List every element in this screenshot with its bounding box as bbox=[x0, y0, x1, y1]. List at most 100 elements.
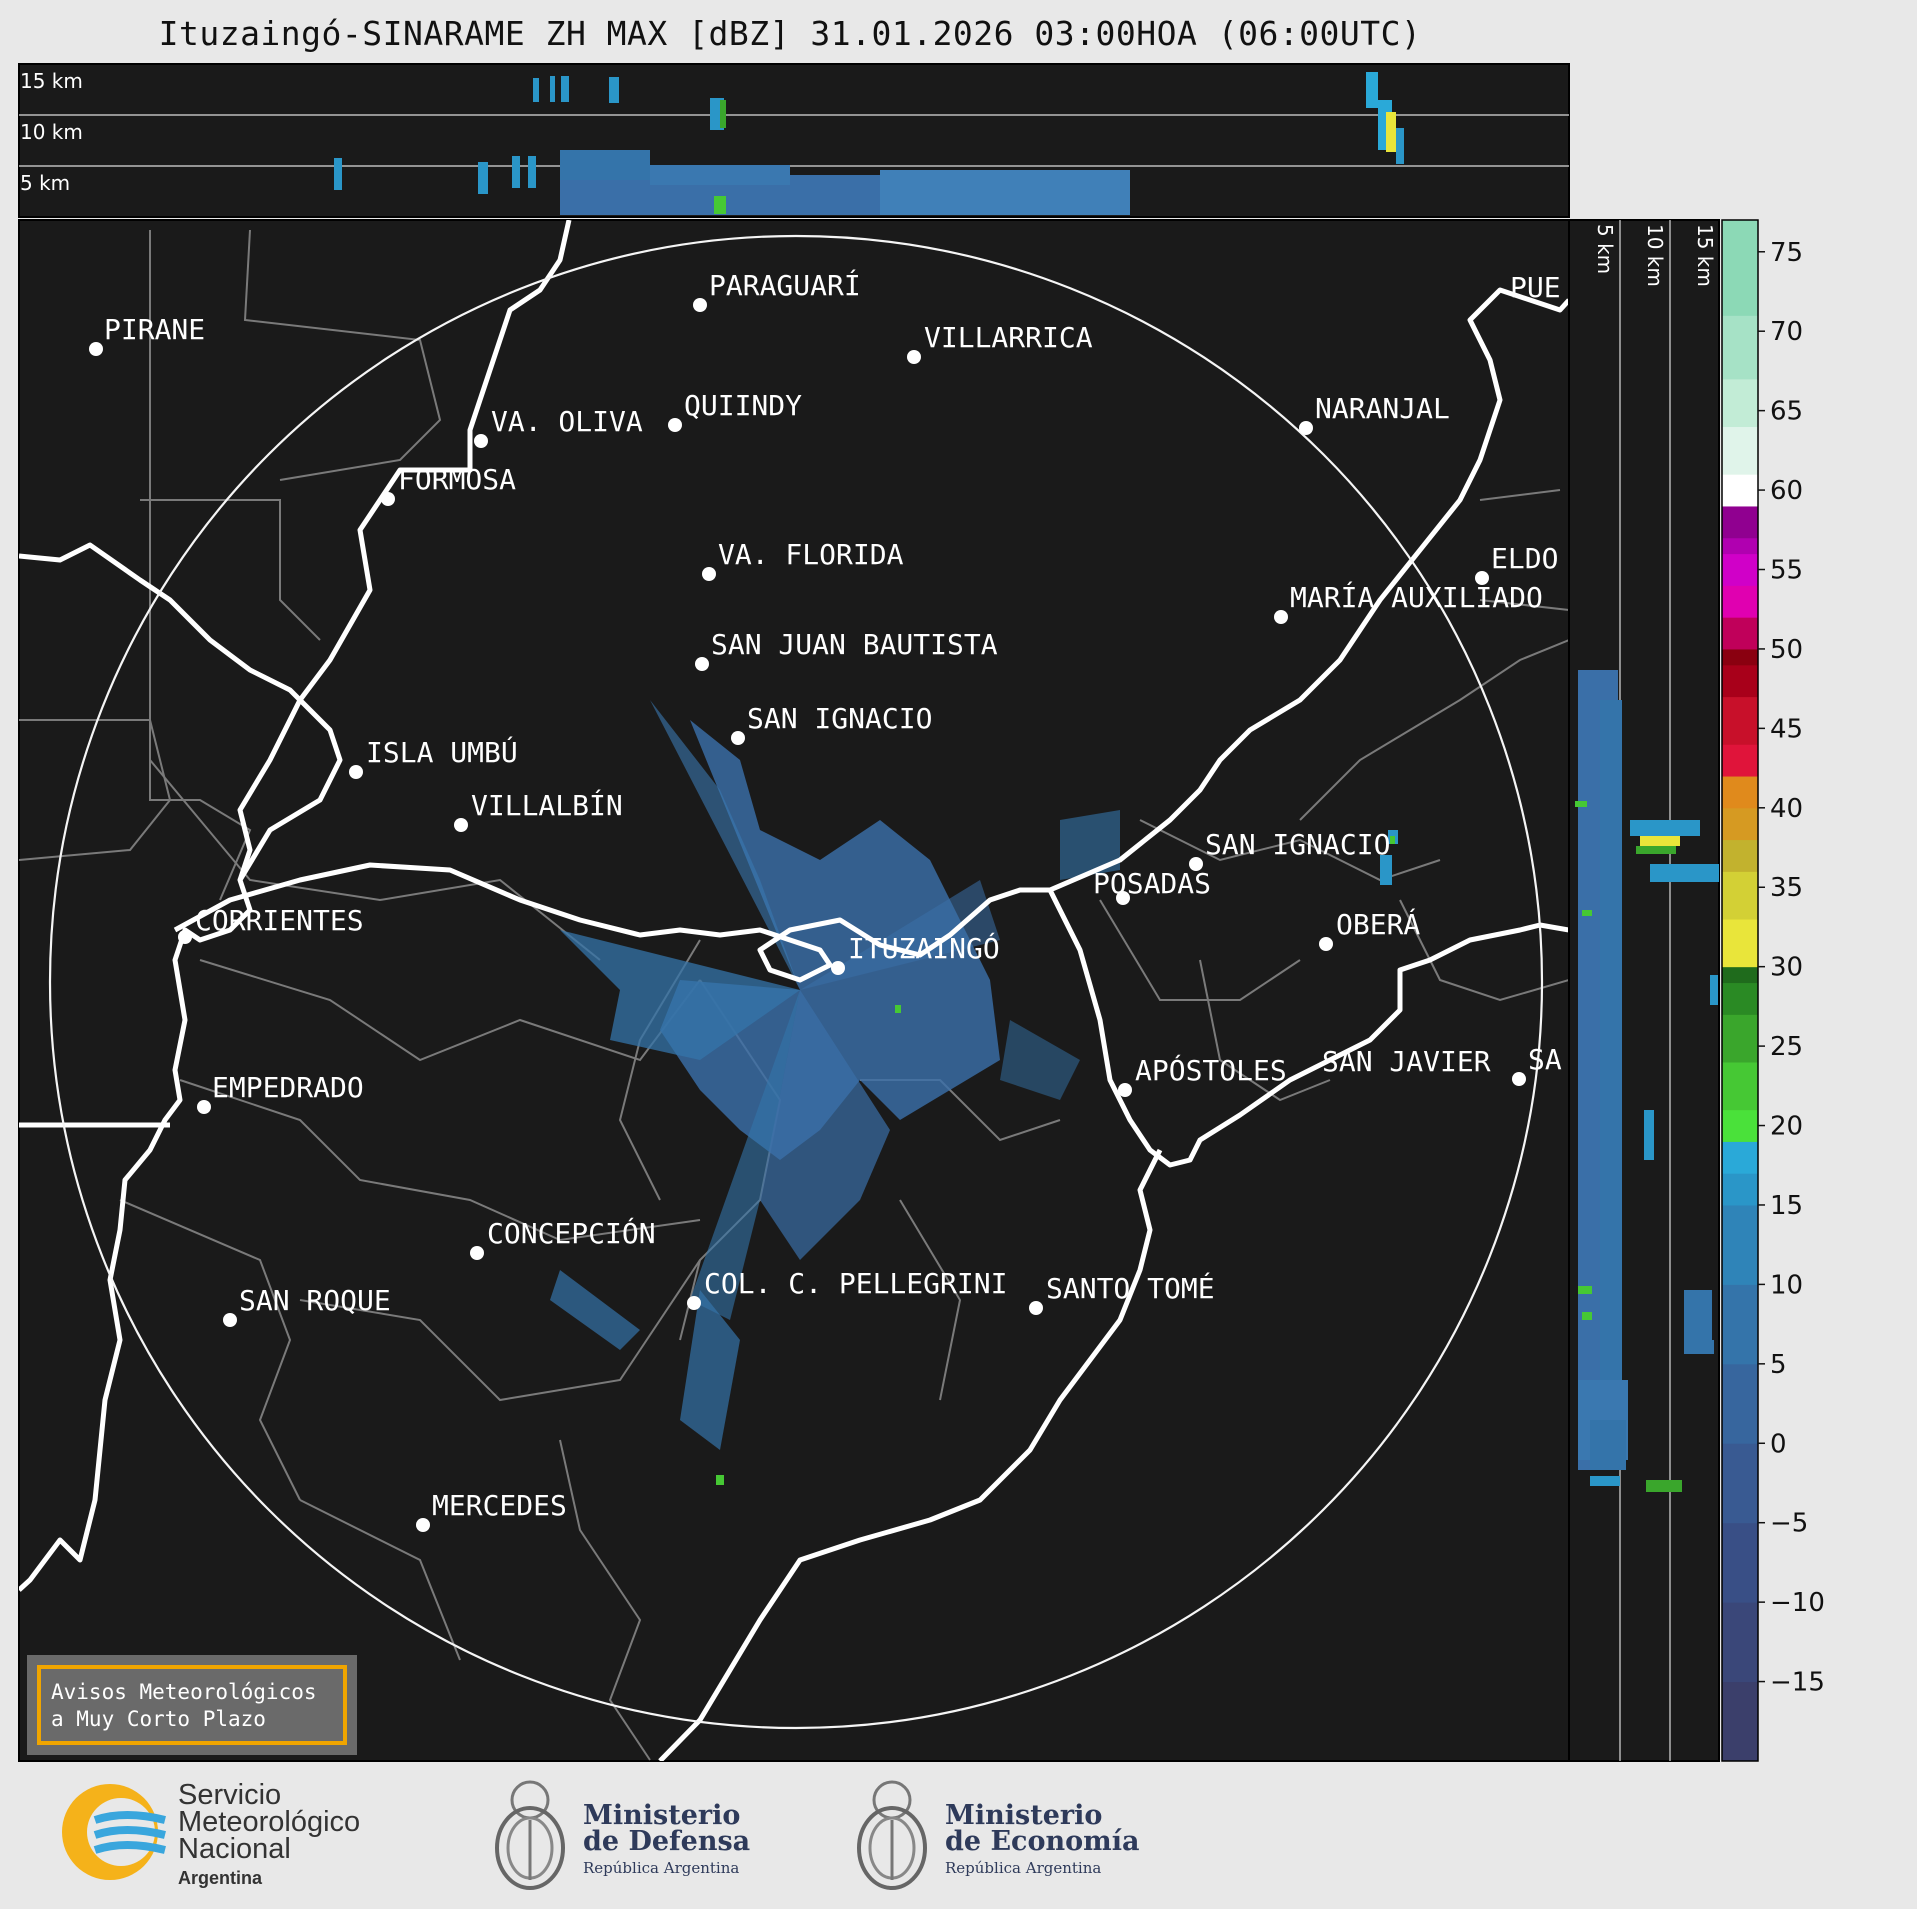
city-puerto-cut: PUE bbox=[1510, 271, 1561, 304]
top-label-10km: 10 km bbox=[20, 120, 83, 144]
top-echoes bbox=[334, 72, 1404, 215]
svg-text:SA: SA bbox=[1528, 1043, 1562, 1076]
colorbar-tick-label: 25 bbox=[1770, 1032, 1803, 1062]
city-santo-tome: SANTO TOMÉ bbox=[1029, 1271, 1215, 1315]
defensa-seal-icon bbox=[495, 1780, 565, 1890]
city-va-florida: VA. FLORIDA bbox=[702, 538, 904, 581]
map-title: Ituzaingó-SINARAME ZH MAX [dBZ] 31.01.20… bbox=[158, 14, 1422, 53]
colorbar-segment bbox=[1722, 871, 1758, 920]
warning-box[interactable]: Avisos Meteorológicos a Muy Corto Plazo bbox=[27, 1655, 357, 1755]
city-pirane: PIRANE bbox=[89, 313, 205, 356]
city-va-oliva: VA. OLIVA bbox=[474, 405, 643, 448]
radar-echoes bbox=[550, 700, 1398, 1485]
svg-text:PIRANE: PIRANE bbox=[104, 313, 205, 346]
colorbar-tick-label: 70 bbox=[1770, 317, 1803, 347]
svg-text:SAN IGNACIO: SAN IGNACIO bbox=[1205, 828, 1390, 861]
svg-text:ITUZAINGÓ: ITUZAINGÓ bbox=[848, 931, 1000, 965]
colorbar-segment bbox=[1722, 966, 1758, 984]
city-corrientes: CORRIENTES bbox=[178, 904, 364, 944]
svg-text:VILLARRICA: VILLARRICA bbox=[924, 321, 1093, 354]
colorbar-segment bbox=[1722, 919, 1758, 968]
colorbar-tick-label: 75 bbox=[1770, 238, 1803, 268]
colorbar-tick-label: 65 bbox=[1770, 397, 1803, 427]
svg-text:QUIINDY: QUIINDY bbox=[684, 389, 802, 422]
defensa-logo-text: Ministerio de Defensa República Argentin… bbox=[583, 1800, 751, 1877]
svg-text:SAN JAVIER: SAN JAVIER bbox=[1322, 1045, 1491, 1078]
top-height-panel: 15 km 10 km 5 km bbox=[18, 63, 1570, 218]
colorbar-segment bbox=[1722, 982, 1758, 1015]
side-label-15km: 15 km bbox=[1693, 224, 1717, 287]
svg-text:CONCEPCIÓN: CONCEPCIÓN bbox=[487, 1216, 656, 1250]
colorbar-segment bbox=[1722, 744, 1758, 777]
city-concepcion: CONCEPCIÓN bbox=[470, 1216, 656, 1260]
colorbar-segment bbox=[1722, 315, 1758, 380]
top-label-15km: 15 km bbox=[20, 69, 83, 93]
city-maria-auxiliadora: MARÍA AUXILIADO bbox=[1274, 580, 1543, 624]
colorbar-segment bbox=[1722, 220, 1758, 316]
colorbar-segment bbox=[1722, 1284, 1758, 1365]
svg-text:NARANJAL: NARANJAL bbox=[1315, 392, 1450, 425]
svg-text:MERCEDES: MERCEDES bbox=[432, 1489, 567, 1522]
colorbar-segment bbox=[1722, 1173, 1758, 1206]
colorbar-tick-label: 55 bbox=[1770, 556, 1803, 586]
colorbar-tick-label: 15 bbox=[1770, 1191, 1803, 1221]
svg-text:POSADAS: POSADAS bbox=[1093, 867, 1211, 900]
city-villarrica: VILLARRICA bbox=[907, 321, 1093, 364]
main-map-panel: PARAGUARÍ VILLARRICA PIRANE VA. OLIVA QU… bbox=[18, 219, 1570, 1762]
svg-text:PARAGUARÍ: PARAGUARÍ bbox=[709, 268, 861, 302]
city-markers: PARAGUARÍ VILLARRICA PIRANE VA. OLIVA QU… bbox=[89, 268, 1562, 1532]
colorbar-segment bbox=[1722, 1014, 1758, 1063]
svg-text:APÓSTOLES: APÓSTOLES bbox=[1135, 1053, 1287, 1087]
city-san-ignacio-ar: SAN IGNACIO bbox=[1189, 828, 1390, 871]
side-label-10km: 10 km bbox=[1643, 224, 1667, 287]
colorbar-tick-label: 0 bbox=[1770, 1429, 1787, 1459]
colorbar-segment bbox=[1722, 776, 1758, 809]
colorbar-tick-label: −10 bbox=[1770, 1588, 1825, 1618]
city-mercedes: MERCEDES bbox=[416, 1489, 567, 1532]
colorbar-tick-label: 35 bbox=[1770, 873, 1803, 903]
city-formosa: FORMOSA bbox=[381, 463, 516, 506]
svg-text:ELDO: ELDO bbox=[1491, 542, 1558, 575]
city-san-javier: SAN JAVIER bbox=[1322, 1045, 1491, 1078]
city-isla-umbu: ISLA UMBÚ bbox=[349, 735, 518, 779]
colorbar-segment bbox=[1722, 1061, 1758, 1111]
city-empedrado: EMPEDRADO bbox=[197, 1071, 364, 1114]
colorbar-segment bbox=[1722, 648, 1758, 666]
city-paraguari: PARAGUARÍ bbox=[693, 268, 861, 312]
colorbar-tick-label: 10 bbox=[1770, 1270, 1803, 1300]
colorbar-segment bbox=[1722, 426, 1758, 475]
colorbar-segment bbox=[1722, 505, 1758, 539]
svg-text:SAN JUAN BAUTISTA: SAN JUAN BAUTISTA bbox=[711, 628, 998, 661]
colorbar-segment bbox=[1722, 1602, 1758, 1683]
colorbar-segment bbox=[1722, 585, 1758, 618]
svg-text:OBERÁ: OBERÁ bbox=[1336, 907, 1420, 941]
economia-logo-text: Ministerio de Economía República Argenti… bbox=[945, 1800, 1140, 1877]
colorbar-segment bbox=[1722, 378, 1758, 428]
warning-line-2: a Muy Corto Plazo bbox=[51, 1707, 266, 1731]
colorbar-tick-label: 45 bbox=[1770, 714, 1803, 744]
economia-seal-icon bbox=[857, 1780, 927, 1890]
colorbar-segment bbox=[1722, 839, 1758, 872]
colorbar-segment bbox=[1722, 1109, 1758, 1142]
svg-text:COL. C. PELLEGRINI: COL. C. PELLEGRINI bbox=[704, 1267, 1007, 1300]
colorbar-segment bbox=[1722, 1443, 1758, 1524]
city-col-c-pellegrini: COL. C. PELLEGRINI bbox=[687, 1267, 1007, 1310]
colorbar-tick-label: 30 bbox=[1770, 953, 1803, 983]
colorbar-segment bbox=[1722, 553, 1758, 586]
colorbar-tick-label: −15 bbox=[1770, 1668, 1825, 1698]
side-echoes bbox=[1575, 670, 1719, 1492]
colorbar-tick-label: 40 bbox=[1770, 794, 1803, 824]
svg-text:ISLA UMBÚ: ISLA UMBÚ bbox=[366, 735, 518, 769]
colorbar-tick-label: 5 bbox=[1770, 1350, 1787, 1380]
colorbar-segment bbox=[1722, 617, 1758, 650]
svg-text:PUE: PUE bbox=[1510, 271, 1561, 304]
range-ring bbox=[48, 234, 1544, 1730]
svg-text:SAN ROQUE: SAN ROQUE bbox=[239, 1284, 391, 1317]
svg-text:EMPEDRADO: EMPEDRADO bbox=[212, 1071, 364, 1104]
colorbar-tick-label: 60 bbox=[1770, 476, 1803, 506]
svg-text:VA. OLIVA: VA. OLIVA bbox=[491, 405, 643, 438]
colorbar-segment bbox=[1722, 1522, 1758, 1603]
svg-text:SANTO TOMÉ: SANTO TOMÉ bbox=[1046, 1271, 1215, 1305]
